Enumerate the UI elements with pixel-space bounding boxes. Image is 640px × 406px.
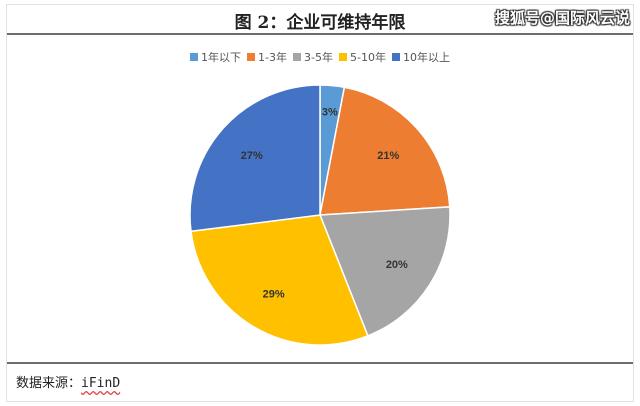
source-label: 数据来源： <box>16 376 82 391</box>
chart-title: 图 2：企业可维持年限 <box>234 13 406 33</box>
data-label: 21% <box>377 150 399 162</box>
legend-swatch <box>391 53 400 61</box>
legend-item: 10年以上 <box>391 49 450 65</box>
legend-item: 3-5年 <box>293 49 333 65</box>
legend-label: 3-5年 <box>304 51 333 64</box>
legend-item: 5-10年 <box>338 49 386 65</box>
data-label: 27% <box>241 150 263 162</box>
source-note: 数据来源：iFinD <box>16 372 120 391</box>
legend: 1年以下 1-3年 3-5年 5-10年 10年以上 <box>0 49 640 65</box>
data-label: 20% <box>386 259 408 271</box>
legend-label: 1-3年 <box>258 51 288 64</box>
legend-swatch <box>247 53 256 61</box>
legend-swatch <box>293 53 302 61</box>
legend-label: 1年以下 <box>201 51 242 64</box>
pie-slice-1-3年 <box>319 86 451 216</box>
data-label: 3% <box>322 106 338 118</box>
pie-slice-3-5年 <box>318 206 451 337</box>
chart-frame <box>6 4 634 402</box>
pie-slice-10年以上 <box>189 84 321 233</box>
legend-item: 1年以下 <box>190 49 241 65</box>
title-divider <box>7 33 633 35</box>
footer-divider <box>7 362 633 364</box>
legend-item: 1-3年 <box>247 49 287 65</box>
legend-label: 10年以上 <box>402 51 450 64</box>
legend-label: 5-10年 <box>349 51 386 64</box>
data-label: 29% <box>263 288 285 300</box>
legend-swatch <box>338 53 347 61</box>
pie-slice-5-10年 <box>190 214 369 346</box>
legend-swatch <box>190 53 199 61</box>
source-value: iFinD <box>81 376 121 391</box>
watermark: 搜狐号@国际风云说 <box>494 9 630 27</box>
